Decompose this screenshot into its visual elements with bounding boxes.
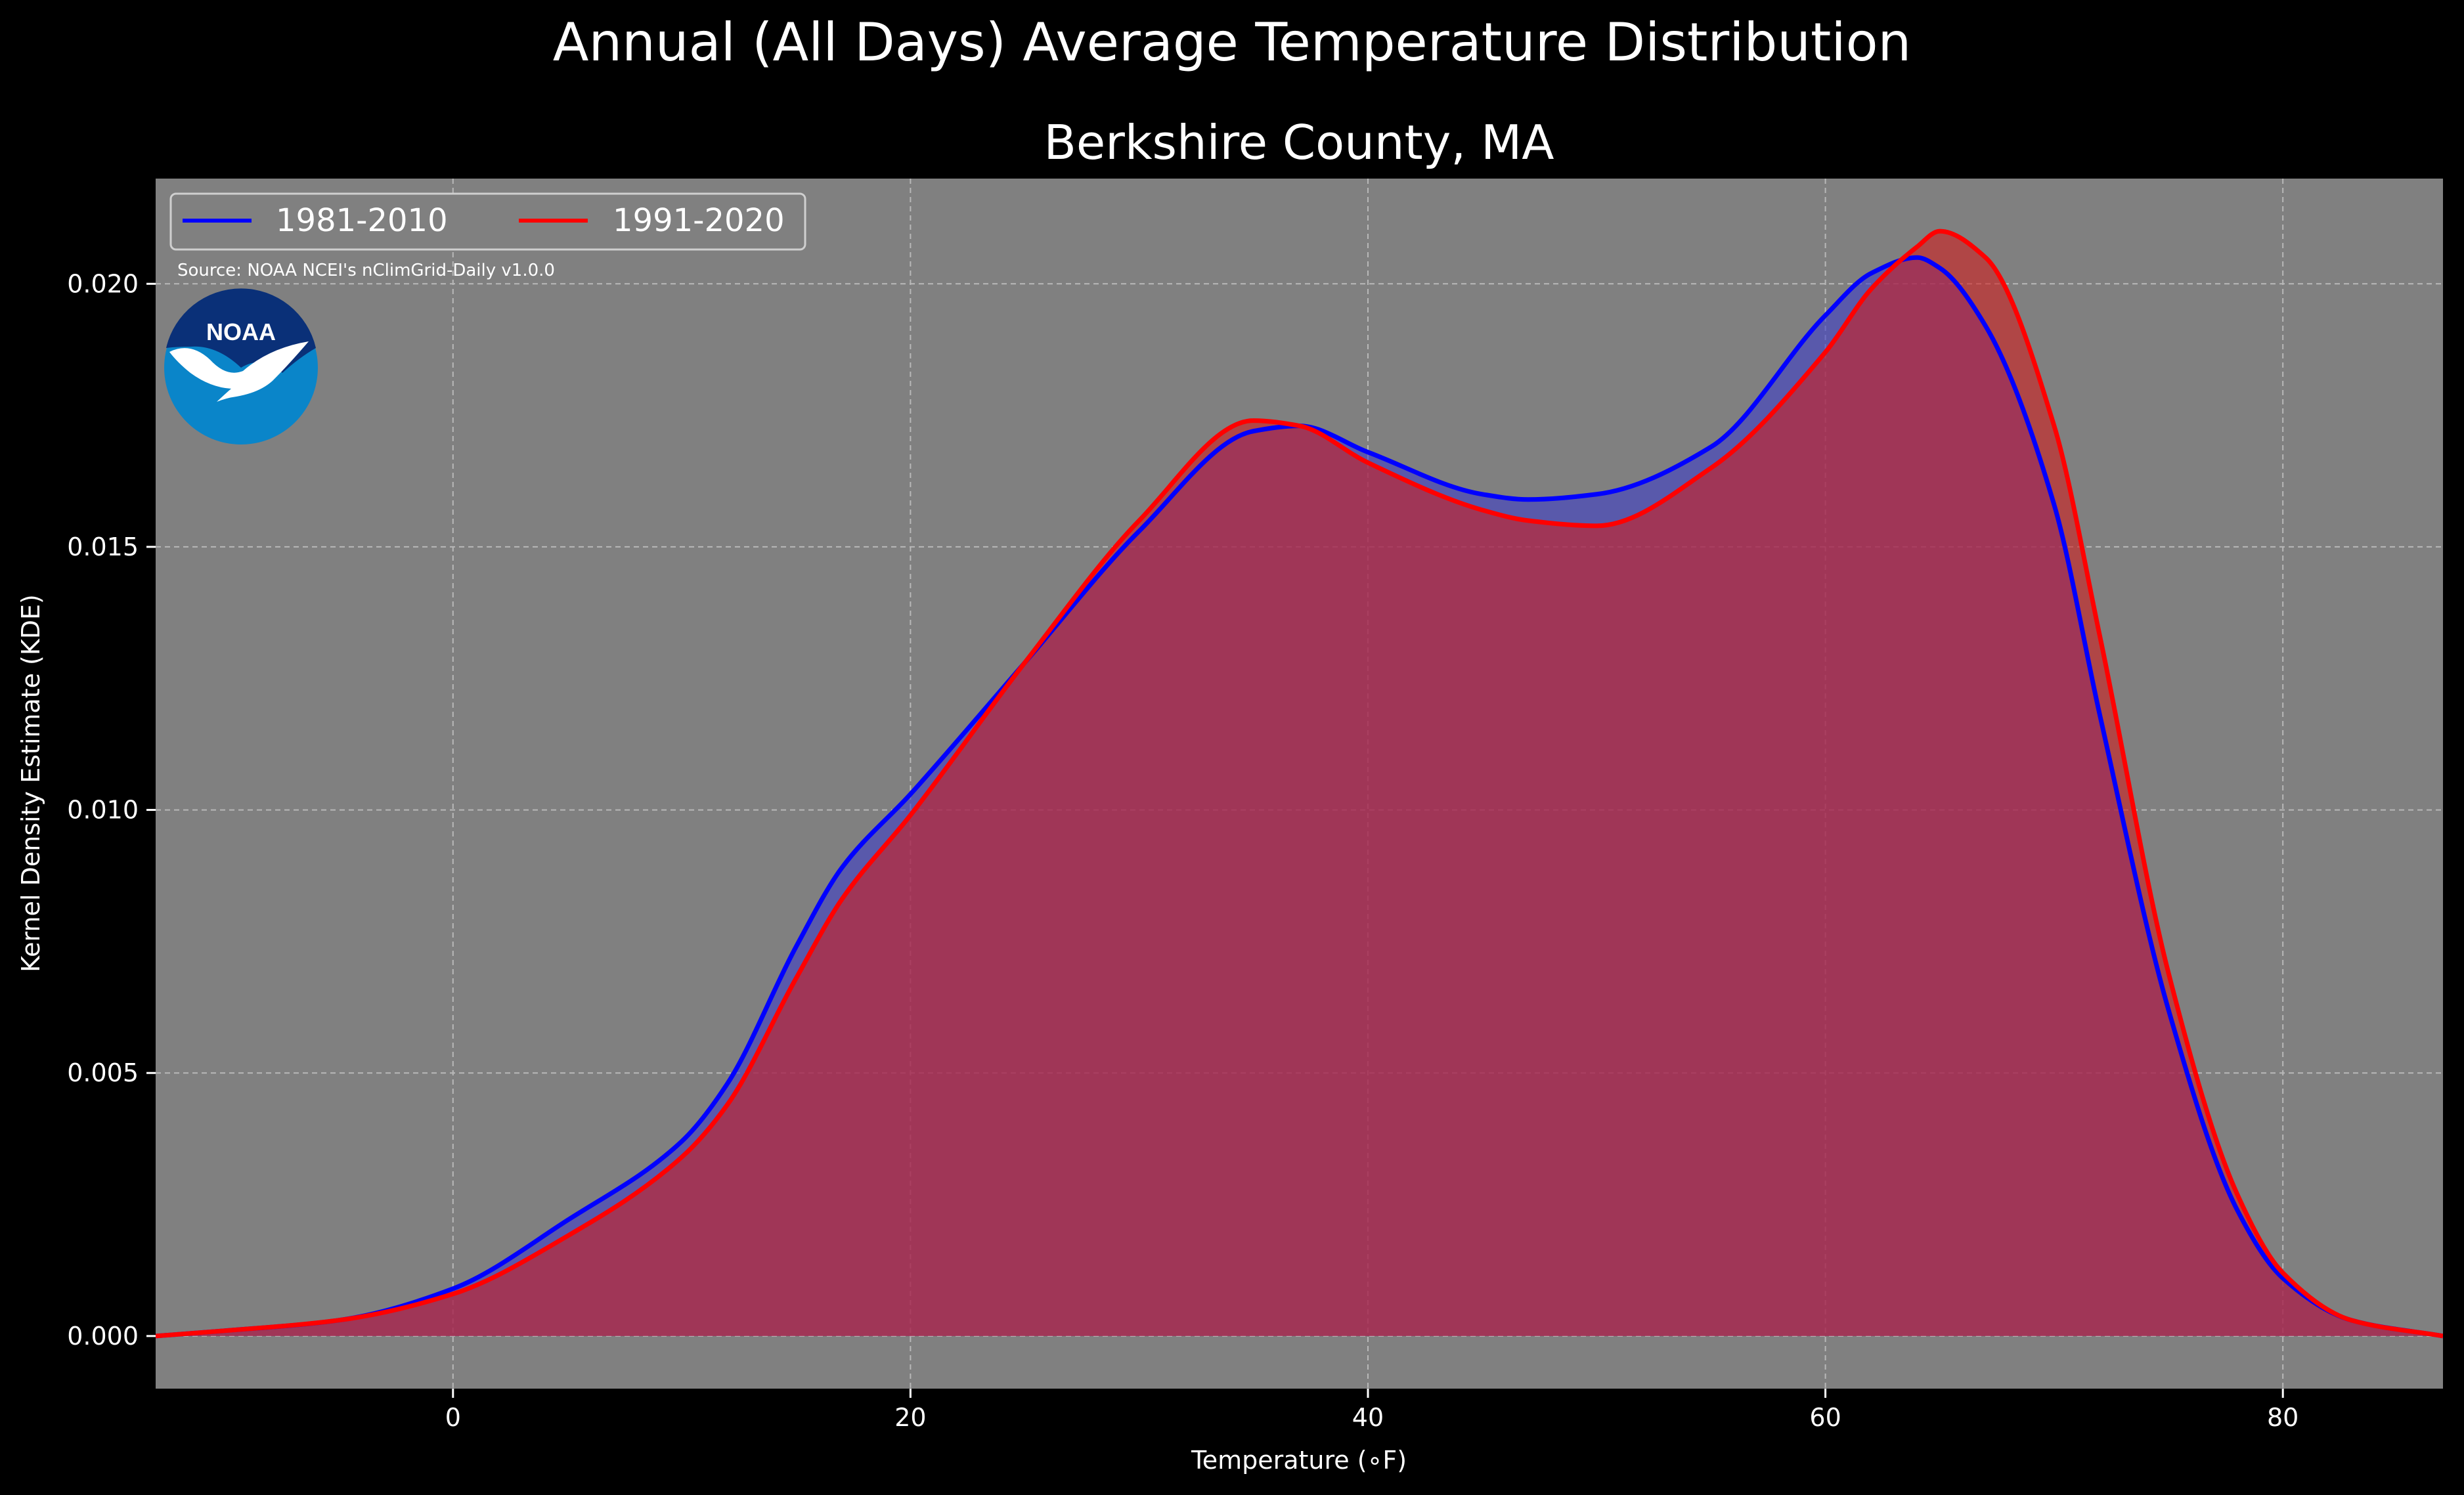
area-1991-2020 <box>156 231 2443 1336</box>
legend-label-1991-2020: 1991-2020 <box>613 202 785 239</box>
legend: 1981-2010 1991-2020 <box>169 192 806 251</box>
x-axis-label: Temperature (∘F) <box>1191 1446 1407 1475</box>
plot-subtitle: Berkshire County, MA <box>1044 115 1554 170</box>
y-tick-label: 0.005 <box>67 1058 139 1087</box>
figure-title: Annual (All Days) Average Temperature Di… <box>553 12 1911 73</box>
series-lines <box>156 228 2443 1339</box>
y-tick-label: 0.010 <box>67 796 139 825</box>
x-tick-label: 40 <box>1352 1403 1384 1432</box>
y-tick-label: 0.015 <box>67 532 139 561</box>
line-1981-2010 <box>156 255 2443 1339</box>
noaa-logo-text: NOAA <box>206 318 276 345</box>
source-note: Source: NOAA NCEI's nClimGrid-Daily v1.0… <box>177 261 555 280</box>
legend-label-1981-2010: 1981-2010 <box>276 202 448 239</box>
x-tick-label: 0 <box>445 1403 461 1432</box>
legend-box <box>169 192 806 251</box>
x-axis-ticks: 0 20 40 60 80 <box>445 1389 2299 1432</box>
x-tick-label: 80 <box>2267 1403 2299 1432</box>
y-tick-label: 0.000 <box>67 1322 139 1351</box>
series-areas <box>156 231 2443 1336</box>
y-axis-label: Kernel Density Estimate (KDE) <box>16 594 45 972</box>
noaa-bird-icon <box>169 341 309 402</box>
line-1991-2020 <box>156 228 2443 1339</box>
y-tick-label: 0.020 <box>67 269 139 298</box>
noaa-logo: NOAA <box>164 288 318 444</box>
y-axis-ticks: 0.000 0.005 0.010 0.015 0.020 <box>67 269 156 1351</box>
x-tick-label: 20 <box>894 1403 926 1432</box>
x-tick-label: 60 <box>1809 1403 1841 1432</box>
